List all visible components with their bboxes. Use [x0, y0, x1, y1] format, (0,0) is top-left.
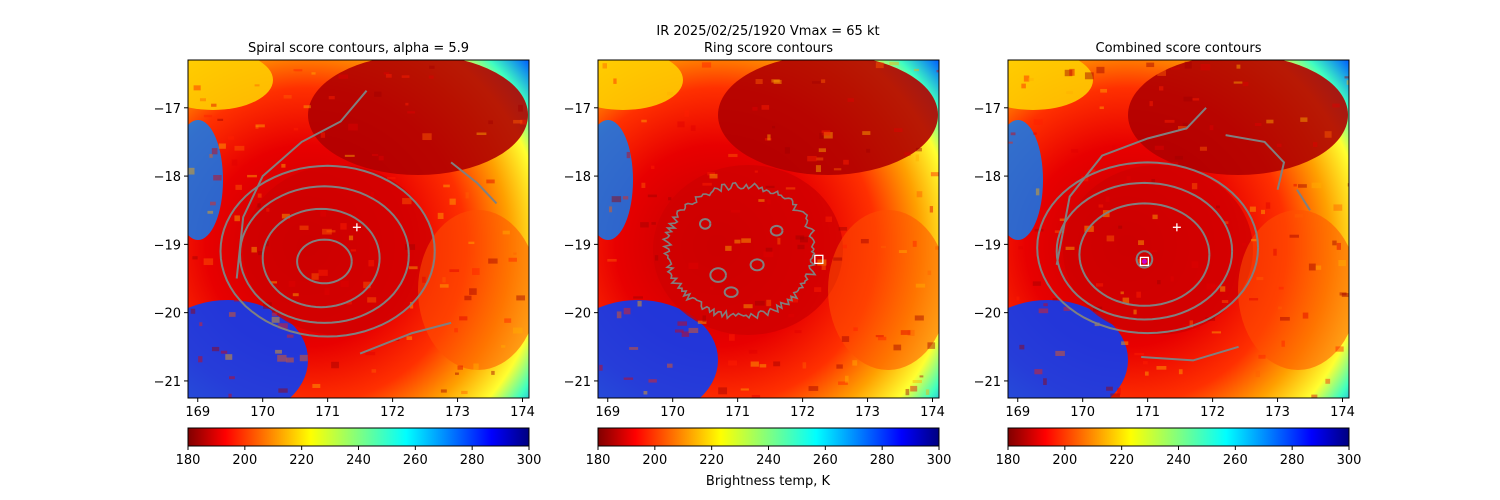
x-tick-label: 172 [380, 405, 405, 420]
panel-1: Spiral score contours, alpha = 5.9 169 170… [154, 41, 542, 468]
y-tick-label: −18 [154, 170, 181, 185]
colorbar-label: Brightness temp, K [706, 474, 831, 489]
y-tick-label: −20 [974, 307, 1001, 322]
y-tick-label: −21 [154, 375, 181, 390]
colorbar-tick-label: 280 [460, 453, 485, 468]
colorbar-tick-label: 300 [927, 453, 952, 468]
contour-line [261, 207, 381, 309]
y-tick-label: −17 [564, 102, 591, 117]
center-square-marker [1139, 256, 1150, 267]
colorbar-tick-label: 240 [756, 453, 781, 468]
contour-line [1225, 134, 1286, 190]
x-tick-label: 172 [790, 405, 815, 420]
x-tick-label: 170 [1070, 405, 1095, 420]
contour-line [359, 321, 452, 355]
y-tick-label: −19 [154, 238, 181, 253]
contour-line [699, 218, 712, 230]
contour-line [1055, 107, 1207, 265]
ir-image [1008, 60, 1349, 398]
y-tick-label: −20 [154, 307, 181, 322]
colorbar-tick-label: 260 [813, 453, 838, 468]
colorbar-tick-label: 220 [699, 453, 724, 468]
colorbar-tick-label: 180 [996, 453, 1021, 468]
y-tick-label: −21 [974, 375, 1001, 390]
axes-frame [1007, 59, 1350, 399]
y-tick-label: −19 [974, 238, 1001, 253]
contour-line [235, 90, 368, 279]
y-tick-label: −19 [564, 238, 591, 253]
contour-line [219, 164, 436, 338]
colorbar-tick-label: 260 [403, 453, 428, 468]
axes-frame [187, 59, 530, 399]
contour-line [1078, 202, 1211, 307]
ir-image [598, 60, 939, 398]
contour-line [709, 267, 727, 283]
x-tick-label: 174 [920, 405, 945, 420]
x-tick-label: 170 [660, 405, 685, 420]
panel-3: Combined score contours 169 170 171 172 173 17… [974, 41, 1362, 468]
colorbar-tick-label: 240 [346, 453, 371, 468]
contour-line [1055, 181, 1234, 321]
colorbar-tick-label: 240 [1166, 453, 1191, 468]
panel-title: Spiral score contours, alpha = 5.9 [248, 41, 469, 56]
contour-line [296, 238, 353, 285]
y-tick-label: −17 [154, 102, 181, 117]
x-tick-label: 169 [595, 405, 620, 420]
contour-line [749, 258, 765, 272]
x-tick-label: 171 [725, 405, 750, 420]
colorbar [187, 427, 530, 447]
x-tick-label: 171 [315, 405, 340, 420]
colorbar-tick-label: 200 [1052, 453, 1077, 468]
colorbar [597, 427, 940, 447]
colorbar-tick-label: 220 [1109, 453, 1134, 468]
colorbar [1007, 427, 1350, 447]
ir-image [188, 60, 529, 398]
colorbar-tick-label: 300 [517, 453, 542, 468]
y-tick-label: −20 [564, 307, 591, 322]
contour-line [1141, 345, 1239, 362]
contour-line [723, 286, 739, 298]
contour-line [1296, 189, 1311, 211]
colorbar-tick-label: 280 [1280, 453, 1305, 468]
colorbar-tick-label: 300 [1337, 453, 1362, 468]
center-square-marker [814, 254, 824, 265]
x-tick-label: 173 [445, 405, 470, 420]
colorbar-tick-label: 200 [642, 453, 667, 468]
contour-line [1135, 250, 1154, 269]
contour-line [1036, 161, 1260, 335]
contour-line [450, 161, 498, 205]
x-tick-label: 174 [510, 405, 535, 420]
combined-center-dot [1141, 258, 1147, 264]
colorbar-tick-label: 200 [232, 453, 257, 468]
y-tick-label: −18 [974, 170, 1001, 185]
x-tick-label: 171 [1135, 405, 1160, 420]
contour-line [769, 224, 784, 237]
y-tick-label: −18 [564, 170, 591, 185]
panel-2: Ring score contours 169 170 171 172 173 174 −17… [564, 41, 952, 468]
x-tick-label: 170 [250, 405, 275, 420]
colorbar-tick-label: 220 [289, 453, 314, 468]
colorbar-tick-label: 180 [586, 453, 611, 468]
x-tick-label: 174 [1330, 405, 1355, 420]
x-tick-label: 172 [1200, 405, 1225, 420]
y-tick-label: −21 [564, 375, 591, 390]
x-tick-label: 173 [855, 405, 880, 420]
colorbar-tick-label: 260 [1223, 453, 1248, 468]
contour-line [661, 181, 817, 320]
x-tick-label: 169 [185, 405, 210, 420]
center-plus-marker [1172, 223, 1181, 232]
x-tick-label: 169 [1005, 405, 1030, 420]
axes-frame [597, 59, 940, 399]
center-plus-marker [352, 223, 361, 232]
colorbar-tick-label: 280 [870, 453, 895, 468]
panel-title: Combined score contours [1096, 41, 1262, 56]
panel-title: Ring score contours [704, 41, 833, 56]
x-tick-label: 173 [1265, 405, 1290, 420]
colorbar-tick-label: 180 [176, 453, 201, 468]
y-tick-label: −17 [974, 102, 1001, 117]
suptitle: IR 2025/02/25/1920 Vmax = 65 kt [656, 24, 879, 39]
